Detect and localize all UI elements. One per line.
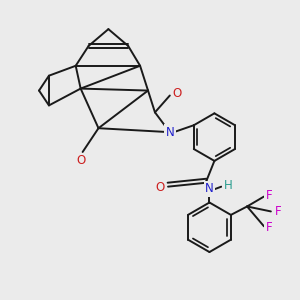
Text: F: F — [274, 205, 281, 218]
Text: N: N — [165, 126, 174, 139]
Text: O: O — [155, 181, 164, 194]
Text: O: O — [172, 87, 182, 100]
Text: N: N — [205, 182, 214, 195]
Text: F: F — [266, 189, 272, 202]
Text: H: H — [224, 179, 233, 192]
Text: F: F — [266, 221, 272, 234]
Text: O: O — [76, 154, 85, 167]
